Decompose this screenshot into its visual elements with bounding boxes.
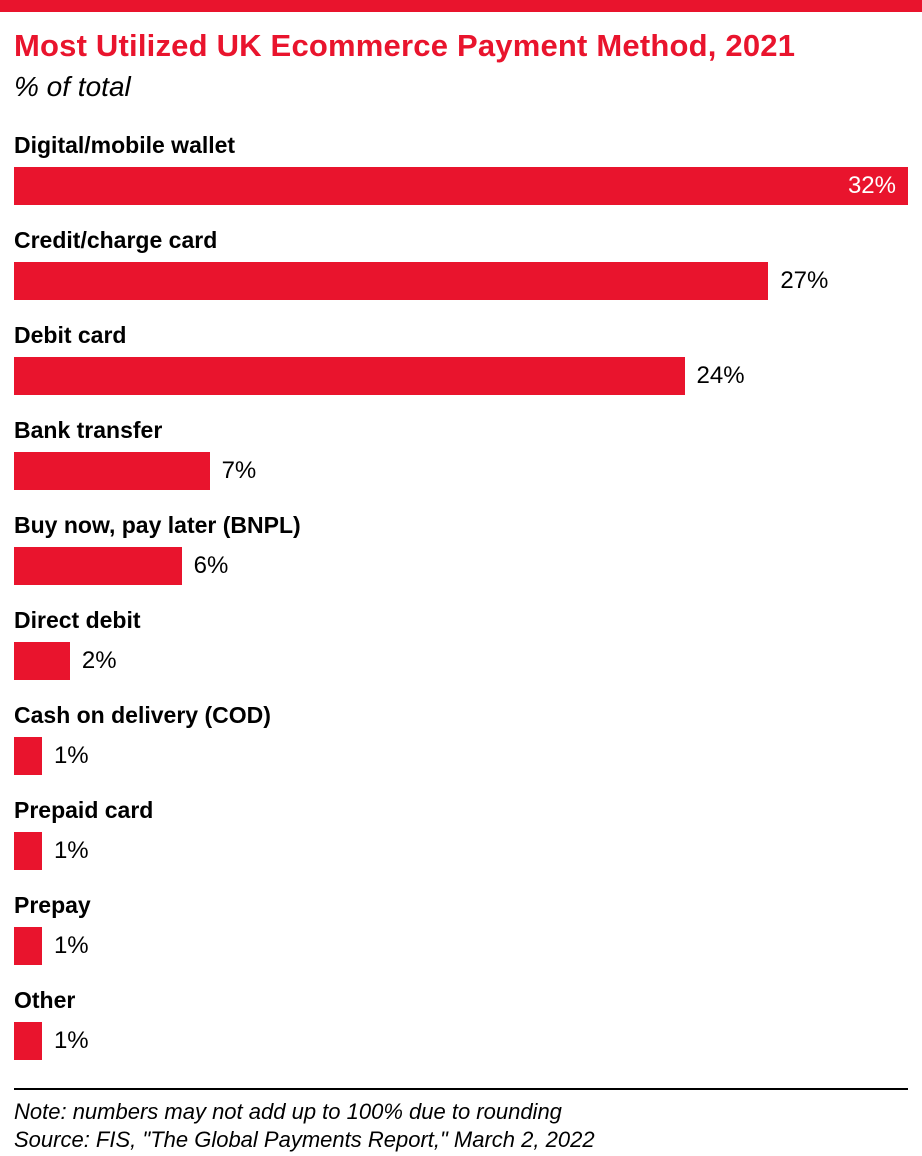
bar-track: 24% xyxy=(14,357,908,395)
note-text: Note: numbers may not add up to 100% due… xyxy=(14,1099,562,1124)
category-label: Credit/charge card xyxy=(14,227,218,253)
category-label: Buy now, pay later (BNPL) xyxy=(14,512,301,538)
bar xyxy=(14,642,70,680)
value-label: 1% xyxy=(53,1027,89,1054)
bar xyxy=(14,1022,42,1060)
top-accent-strip xyxy=(0,0,922,12)
bar-track: 1% xyxy=(14,927,908,965)
chart-header: Most Utilized UK Ecommerce Payment Metho… xyxy=(0,12,922,104)
bar-track: 1% xyxy=(14,737,908,775)
bar-track: 27% xyxy=(14,262,908,300)
bar xyxy=(14,832,42,870)
value-label: 6% xyxy=(193,552,229,579)
bar-track: 2% xyxy=(14,642,908,680)
bar xyxy=(14,357,685,395)
chart-row: Debit card 24% xyxy=(14,320,908,395)
bar-track: 6% xyxy=(14,547,908,585)
footnote-divider xyxy=(14,1088,908,1090)
value-label: 32% xyxy=(847,172,896,199)
bar xyxy=(14,927,42,965)
category-label: Prepay xyxy=(14,892,91,918)
chart-subtitle: % of total xyxy=(14,71,131,102)
value-label: 27% xyxy=(780,267,829,294)
value-label: 2% xyxy=(81,647,117,674)
value-label: 1% xyxy=(53,932,89,959)
chart-row: Bank transfer 7% xyxy=(14,415,908,490)
bar-chart: Digital/mobile wallet 32% Credit/charge ca… xyxy=(0,116,922,1080)
value-label: 24% xyxy=(696,362,745,389)
category-label: Debit card xyxy=(14,322,127,348)
bar-track: 7% xyxy=(14,452,908,490)
chart-row: Prepay 1% xyxy=(14,890,908,965)
bar-track: 1% xyxy=(14,832,908,870)
chart-row: Cash on delivery (COD) 1% xyxy=(14,700,908,775)
category-label: Direct debit xyxy=(14,607,141,633)
bar xyxy=(14,737,42,775)
category-label: Cash on delivery (COD) xyxy=(14,702,271,728)
bar-track: 32% xyxy=(14,167,908,205)
value-label: 1% xyxy=(53,837,89,864)
bar xyxy=(14,452,210,490)
bar xyxy=(14,547,182,585)
chart-row: Other 1% xyxy=(14,985,908,1060)
chart-row: Prepaid card 1% xyxy=(14,795,908,870)
value-label: 1% xyxy=(53,742,89,769)
value-label: 7% xyxy=(221,457,257,484)
bar-track: 1% xyxy=(14,1022,908,1060)
bar: 32% xyxy=(14,167,908,205)
chart-rows: Digital/mobile wallet 32% Credit/charge ca… xyxy=(14,130,908,1060)
category-label: Bank transfer xyxy=(14,417,163,443)
chart-title: Most Utilized UK Ecommerce Payment Metho… xyxy=(14,28,796,63)
chart-row: Credit/charge card 27% xyxy=(14,225,908,300)
chart-row: Buy now, pay later (BNPL) 6% xyxy=(14,510,908,585)
category-label: Other xyxy=(14,987,76,1013)
chart-row: Digital/mobile wallet 32% xyxy=(14,130,908,205)
source-text: Source: FIS, "The Global Payments Report… xyxy=(14,1127,595,1152)
category-label: Digital/mobile wallet xyxy=(14,132,236,158)
chart-row: Direct debit 2% xyxy=(14,605,908,680)
bar xyxy=(14,262,769,300)
footnotes: Note: numbers may not add up to 100% due… xyxy=(0,1080,922,1156)
category-label: Prepaid card xyxy=(14,797,154,823)
